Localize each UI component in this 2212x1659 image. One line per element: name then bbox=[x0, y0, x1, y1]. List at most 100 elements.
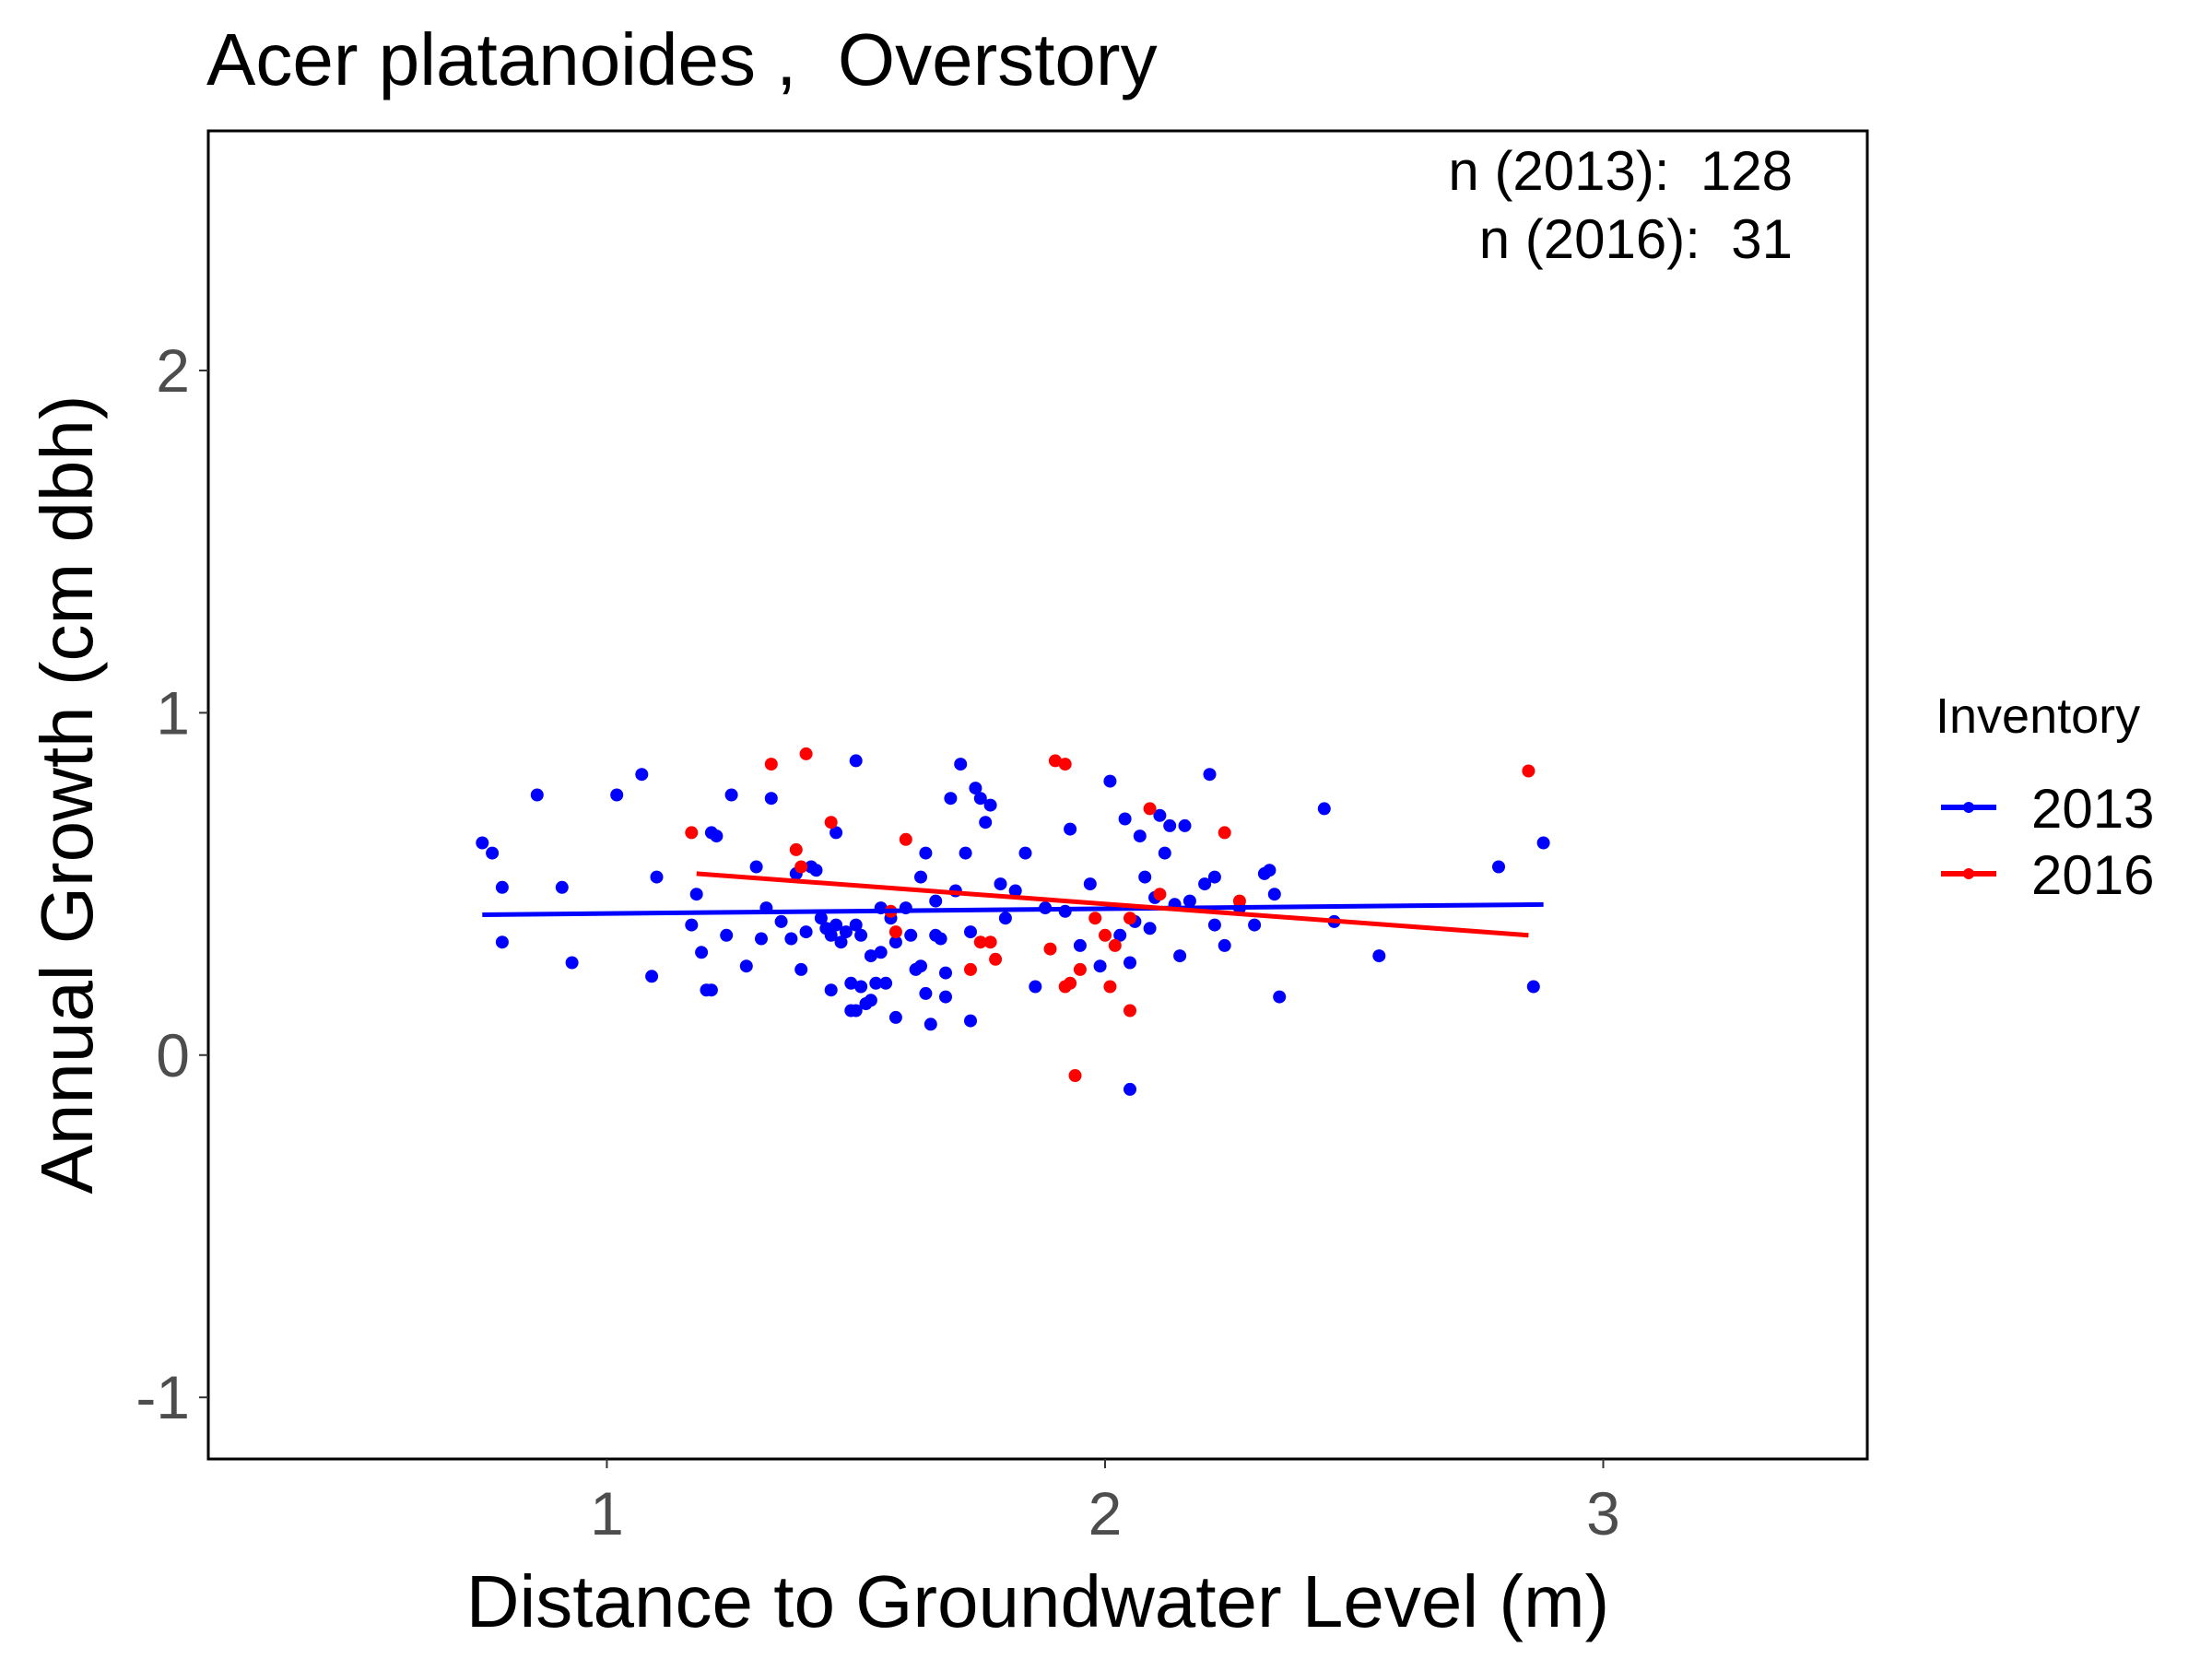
y-tick-label: 1 bbox=[156, 678, 190, 747]
data-point-2013 bbox=[530, 788, 544, 802]
data-point-2013 bbox=[954, 758, 968, 771]
data-point-2013 bbox=[844, 976, 858, 990]
data-point-2013 bbox=[929, 894, 943, 908]
data-point-2016 bbox=[888, 925, 902, 939]
data-point-2016 bbox=[973, 935, 987, 949]
data-point-2013 bbox=[914, 870, 927, 884]
data-point-2013 bbox=[979, 816, 993, 830]
data-point-2013 bbox=[1124, 1082, 1136, 1096]
data-point-2016 bbox=[794, 860, 808, 874]
data-point-2016 bbox=[983, 935, 997, 949]
data-point-2016 bbox=[899, 832, 912, 846]
data-point-2013 bbox=[710, 830, 724, 843]
plot-marks bbox=[476, 747, 1550, 1096]
data-point-2013 bbox=[1158, 846, 1171, 860]
data-point-2013 bbox=[864, 949, 877, 963]
data-point-2013 bbox=[784, 932, 798, 946]
data-point-2013 bbox=[1207, 870, 1221, 884]
data-point-2013 bbox=[724, 788, 738, 802]
y-tick-label: 2 bbox=[156, 336, 190, 405]
data-point-2013 bbox=[1267, 888, 1281, 901]
data-point-2013 bbox=[964, 925, 977, 939]
data-point-2013 bbox=[1083, 877, 1097, 891]
data-point-2016 bbox=[1232, 894, 1246, 908]
trend-line-2013 bbox=[482, 901, 1544, 917]
series-2013 bbox=[476, 754, 1550, 1096]
x-axis-title: Distance to Groundwater Level (m) bbox=[466, 1560, 1610, 1642]
legend-key-point-2016 bbox=[1963, 868, 1974, 879]
data-point-2013 bbox=[854, 980, 868, 994]
data-point-2013 bbox=[874, 946, 888, 959]
data-point-2013 bbox=[755, 932, 768, 946]
data-point-2013 bbox=[869, 976, 883, 990]
legend-label-2013: 2013 bbox=[2031, 778, 2154, 840]
data-point-2016 bbox=[1108, 938, 1122, 952]
data-point-2013 bbox=[814, 912, 828, 925]
data-point-2013 bbox=[998, 912, 1012, 925]
data-point-2013 bbox=[839, 925, 853, 939]
data-point-2013 bbox=[749, 860, 763, 874]
data-point-2013 bbox=[1008, 884, 1022, 898]
data-point-2013 bbox=[635, 768, 649, 782]
legend-item-2013: 2013 bbox=[1941, 778, 2154, 840]
data-point-2013 bbox=[919, 846, 933, 860]
data-point-2013 bbox=[685, 918, 699, 932]
data-point-2013 bbox=[1018, 846, 1032, 860]
data-point-2016 bbox=[1218, 826, 1231, 840]
data-point-2013 bbox=[973, 792, 987, 806]
data-point-2013 bbox=[486, 846, 500, 860]
data-point-2013 bbox=[830, 826, 843, 840]
data-point-2016 bbox=[789, 842, 803, 856]
data-point-2013 bbox=[1118, 812, 1132, 826]
data-point-2016 bbox=[964, 962, 977, 976]
data-point-2013 bbox=[1153, 808, 1167, 822]
data-point-2013 bbox=[774, 914, 788, 928]
data-point-2013 bbox=[1143, 922, 1157, 935]
data-point-2013 bbox=[864, 994, 877, 1007]
data-point-2013 bbox=[994, 877, 1007, 891]
data-point-2016 bbox=[824, 816, 838, 830]
trend-line-2016 bbox=[696, 871, 1529, 938]
data-point-2013 bbox=[959, 846, 972, 860]
data-point-2013 bbox=[1064, 822, 1077, 836]
data-point-2013 bbox=[854, 928, 868, 942]
data-point-2013 bbox=[1093, 959, 1107, 973]
data-point-2013 bbox=[939, 990, 952, 1004]
data-point-2016 bbox=[799, 747, 813, 760]
data-point-2016 bbox=[1143, 802, 1157, 816]
data-point-2013 bbox=[1207, 918, 1221, 932]
legend-item-2016: 2016 bbox=[1941, 844, 2154, 906]
data-point-2013 bbox=[1372, 949, 1386, 963]
data-point-2013 bbox=[1163, 818, 1177, 832]
data-point-2016 bbox=[1088, 912, 1102, 925]
data-point-2016 bbox=[1522, 764, 1535, 778]
data-point-2013 bbox=[1317, 802, 1331, 816]
x-tick-label: 2 bbox=[1088, 1479, 1123, 1547]
data-point-2013 bbox=[1203, 768, 1217, 782]
data-point-2013 bbox=[904, 928, 918, 942]
data-point-2013 bbox=[1263, 864, 1277, 877]
y-axis: -1 0 1 2 bbox=[135, 336, 208, 1431]
legend-key-point-2013 bbox=[1963, 802, 1974, 813]
data-point-2013 bbox=[919, 986, 933, 1000]
legend-title: Inventory bbox=[1936, 688, 2140, 744]
data-point-2013 bbox=[695, 946, 709, 959]
data-point-2013 bbox=[969, 782, 982, 795]
data-point-2013 bbox=[565, 956, 579, 970]
data-point-2013 bbox=[1248, 918, 1262, 932]
data-point-2013 bbox=[834, 935, 848, 949]
data-point-2016 bbox=[1099, 928, 1112, 942]
data-point-2013 bbox=[1273, 990, 1287, 1004]
data-point-2013 bbox=[824, 983, 838, 997]
data-point-2013 bbox=[650, 870, 664, 884]
data-point-2013 bbox=[1124, 956, 1136, 970]
data-point-2013 bbox=[1182, 894, 1196, 908]
data-point-2013 bbox=[1178, 818, 1192, 832]
x-tick-label: 3 bbox=[1586, 1479, 1620, 1547]
data-point-2013 bbox=[610, 788, 624, 802]
plot-panel bbox=[206, 129, 1869, 1461]
data-point-2013 bbox=[879, 976, 893, 990]
data-point-2016 bbox=[1064, 976, 1077, 990]
annotation-n-2013: n (2013): 128 bbox=[1448, 140, 1793, 202]
data-point-2013 bbox=[964, 1014, 977, 1028]
